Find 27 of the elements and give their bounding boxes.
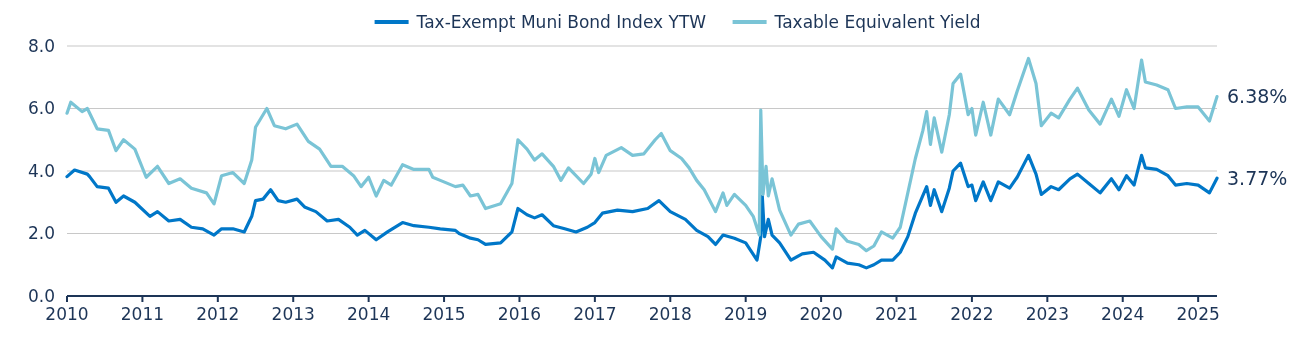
line-series (65, 153, 1219, 270)
line-series (65, 56, 1219, 253)
x-tick-label: 2020 (799, 304, 843, 324)
y-tick-label: 4.0 (27, 160, 55, 181)
x-tick-label: 2014 (347, 304, 391, 324)
x-tick-label: 2013 (271, 304, 315, 324)
y-tick-label: 6.0 (27, 98, 55, 119)
x-tick-label: 2022 (950, 304, 994, 324)
annotation: 6.38% (1227, 85, 1288, 108)
y-tick-label: 2.0 (27, 223, 55, 244)
x-tick-label: 2019 (724, 304, 768, 324)
x-tick-label: 2011 (120, 304, 165, 324)
x-tick-label: 2016 (497, 304, 542, 324)
x-tick-label: 2017 (573, 304, 617, 324)
y-tick-label: 0.0 (27, 285, 55, 306)
x-tick-label: 2012 (196, 304, 240, 324)
annotation: 3.77% (1227, 166, 1288, 189)
x-tick-label: 2025 (1176, 304, 1220, 324)
x-tick-label: 2018 (648, 304, 692, 324)
legend-label: Tax-Exempt Muni Bond Index YTW (415, 11, 707, 32)
x-tick-label: 2024 (1101, 304, 1145, 324)
x-tick-label: 2023 (1025, 304, 1069, 324)
x-tick-label: 2015 (422, 304, 466, 324)
y-tick-label: 8.0 (27, 35, 55, 56)
x-tick-label: 2010 (45, 304, 89, 324)
legend-label: Taxable Equivalent Yield (773, 11, 981, 32)
x-tick-label: 2021 (874, 304, 919, 324)
